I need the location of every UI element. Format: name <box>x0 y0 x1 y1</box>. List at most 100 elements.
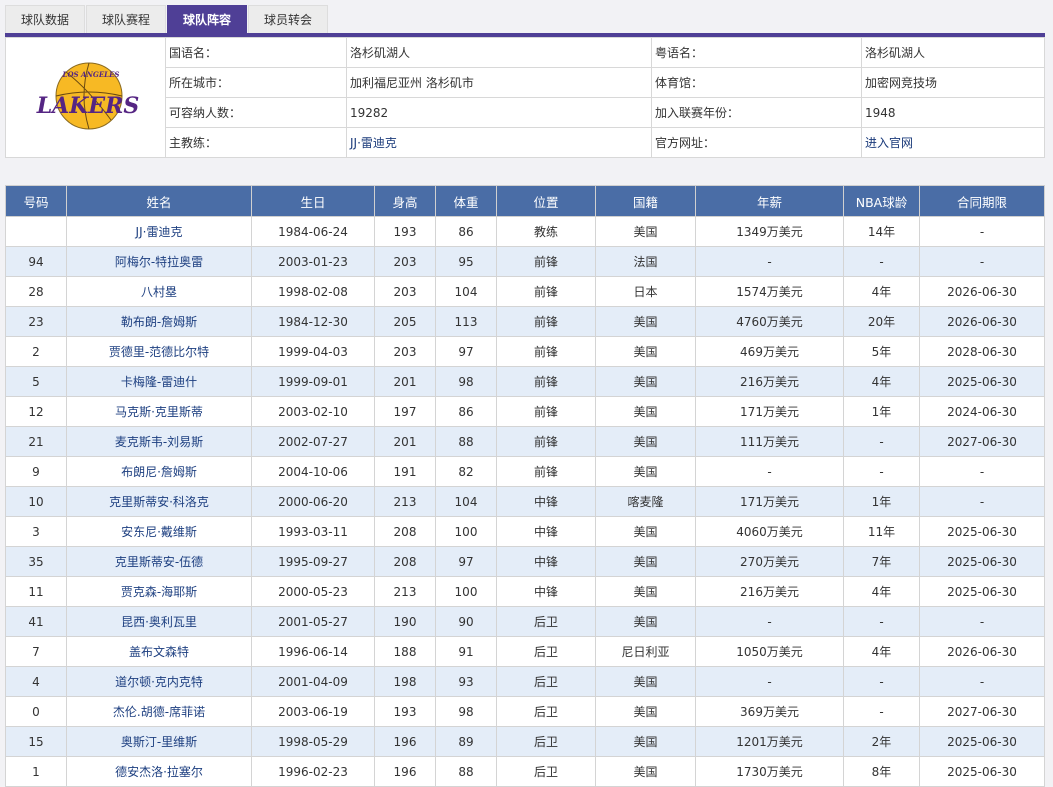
info-value: 洛杉矶湖人 <box>346 37 652 68</box>
info-label: 所在城市： <box>165 67 347 98</box>
tab-0[interactable]: 球队数据 <box>5 5 85 33</box>
header-row: 号码 姓名 生日 身高 体重 位置 国籍 年薪 NBA球龄 合同期限 <box>5 185 1045 217</box>
player-name-link[interactable]: JJ·雷迪克 <box>66 216 252 247</box>
player-name-link[interactable]: 德安杰洛·拉塞尔 <box>66 756 252 787</box>
table-cell: 188 <box>374 636 436 667</box>
table-cell: 88 <box>435 426 497 457</box>
table-row: 12 马克斯·克里斯蒂 2003-02-10 197 86 前锋 美国 171万美元 1年 202… <box>5 396 1045 427</box>
info-row: LOS ANGELES LAKERS 国语名： 洛杉矶湖人 粤语名： 洛杉矶湖人 <box>5 37 1045 158</box>
column-header: 体重 <box>435 185 497 217</box>
table-cell: 1998-05-29 <box>251 726 375 757</box>
table-cell: 2年 <box>843 726 920 757</box>
table-cell: 美国 <box>595 216 696 247</box>
table-cell: 1998-02-08 <box>251 276 375 307</box>
info-value: JJ·雷迪克 <box>346 127 652 158</box>
player-name-link[interactable]: 道尔顿·克内克特 <box>66 666 252 697</box>
table-cell: - <box>843 606 920 637</box>
table-cell: 2026-06-30 <box>919 636 1045 667</box>
table-cell: 2003-01-23 <box>251 246 375 277</box>
tab-underline <box>5 33 1045 37</box>
info-label: 体育馆： <box>651 67 862 98</box>
table-cell: 2025-06-30 <box>919 576 1045 607</box>
table-cell: 3 <box>5 516 67 547</box>
player-name-link[interactable]: 马克斯·克里斯蒂 <box>66 396 252 427</box>
table-cell: 1984-12-30 <box>251 306 375 337</box>
table-row: 5 卡梅隆-雷迪什 1999-09-01 201 98 前锋 美国 216万美元 4年 2025-… <box>5 366 1045 397</box>
table-cell: 美国 <box>595 756 696 787</box>
player-name-link[interactable]: 杰伦.胡德-席菲诺 <box>66 696 252 727</box>
player-name-link[interactable]: 八村塁 <box>66 276 252 307</box>
table-cell: 教练 <box>496 216 596 247</box>
table-cell: 100 <box>435 516 497 547</box>
team-info-table: LOS ANGELES LAKERS 国语名： 洛杉矶湖人 粤语名： 洛杉矶湖人 所在城市：… <box>5 37 1045 158</box>
tab-3[interactable]: 球员转会 <box>248 5 328 33</box>
player-name-link[interactable]: 克里斯蒂安-伍德 <box>66 546 252 577</box>
info-value: 加密网竞技场 <box>861 67 1045 98</box>
table-cell: 198 <box>374 666 436 697</box>
table-cell: 2025-06-30 <box>919 546 1045 577</box>
table-row: 28 八村塁 1998-02-08 203 104 前锋 日本 1574万美元 4年 2026-0… <box>5 276 1045 307</box>
tab-2[interactable]: 球队阵容 <box>167 5 247 33</box>
table-cell: 2025-06-30 <box>919 366 1045 397</box>
info-value: 加利福尼亚州 洛杉矶市 <box>346 67 652 98</box>
official-site-link[interactable]: 进入官网 <box>865 136 914 150</box>
player-name-link[interactable]: 贾克森-海耶斯 <box>66 576 252 607</box>
table-cell: - <box>919 666 1045 697</box>
tab-1[interactable]: 球队赛程 <box>86 5 166 33</box>
info-row: 可容纳人数： 19282 加入联赛年份： 1948 <box>6 97 1045 128</box>
table-row: 2 贾德里-范德比尔特 1999-04-03 203 97 前锋 美国 469万美元 5年 202… <box>5 336 1045 367</box>
player-name-link[interactable]: 奥斯汀-里维斯 <box>66 726 252 757</box>
player-name-link[interactable]: 昆西·奥利瓦里 <box>66 606 252 637</box>
table-cell: 93 <box>435 666 497 697</box>
table-cell: 后卫 <box>496 666 596 697</box>
info-value: 19282 <box>346 97 652 128</box>
table-cell: 89 <box>435 726 497 757</box>
column-header: 生日 <box>251 185 375 217</box>
table-cell: 203 <box>374 276 436 307</box>
table-cell: 201 <box>374 366 436 397</box>
player-name-link[interactable]: 阿梅尔-特拉奥雷 <box>66 246 252 277</box>
table-cell: 2025-06-30 <box>919 756 1045 787</box>
table-cell: 1年 <box>843 396 920 427</box>
table-cell: 196 <box>374 726 436 757</box>
table-cell: 111万美元 <box>695 426 844 457</box>
table-cell: 4 <box>5 666 67 697</box>
table-cell: 喀麦隆 <box>595 486 696 517</box>
table-cell: 后卫 <box>496 696 596 727</box>
table-cell: 208 <box>374 516 436 547</box>
lakers-logo-icon: LOS ANGELES LAKERS <box>35 62 139 130</box>
table-cell: 尼日利亚 <box>595 636 696 667</box>
table-cell: - <box>919 606 1045 637</box>
table-cell: 171万美元 <box>695 396 844 427</box>
table-row: 11 贾克森-海耶斯 2000-05-23 213 100 中锋 美国 216万美元 4年 202… <box>5 576 1045 607</box>
table-cell: 2026-06-30 <box>919 306 1045 337</box>
player-name-link[interactable]: 克里斯蒂安·科洛克 <box>66 486 252 517</box>
head-coach-link[interactable]: JJ·雷迪克 <box>350 136 397 150</box>
table-cell: 4年 <box>843 366 920 397</box>
table-cell: 前锋 <box>496 306 596 337</box>
table-cell: - <box>919 456 1045 487</box>
table-cell: 1050万美元 <box>695 636 844 667</box>
player-name-link[interactable]: 勒布朗-詹姆斯 <box>66 306 252 337</box>
table-cell: 2003-06-19 <box>251 696 375 727</box>
table-cell: 191 <box>374 456 436 487</box>
table-cell: - <box>695 456 844 487</box>
player-name-link[interactable]: 布朗尼·詹姆斯 <box>66 456 252 487</box>
table-row: 21 麦克斯韦-刘易斯 2002-07-27 201 88 前锋 美国 111万美元 -2027… <box>5 426 1045 457</box>
table-cell: 1993-03-11 <box>251 516 375 547</box>
player-name-link[interactable]: 安东尼·戴维斯 <box>66 516 252 547</box>
player-name-link[interactable]: 贾德里-范德比尔特 <box>66 336 252 367</box>
table-cell: 86 <box>435 216 497 247</box>
player-name-link[interactable]: 盖布文森特 <box>66 636 252 667</box>
player-name-link[interactable]: 麦克斯韦-刘易斯 <box>66 426 252 457</box>
table-cell: 469万美元 <box>695 336 844 367</box>
info-row: 所在城市： 加利福尼亚州 洛杉矶市 体育馆： 加密网竞技场 <box>6 67 1045 98</box>
table-cell: - <box>695 666 844 697</box>
table-cell: 216万美元 <box>695 366 844 397</box>
tab-bar: 球队数据 球队赛程 球队阵容 球员转会 <box>5 5 329 33</box>
table-cell: 美国 <box>595 336 696 367</box>
table-cell: 8年 <box>843 756 920 787</box>
player-name-link[interactable]: 卡梅隆-雷迪什 <box>66 366 252 397</box>
table-cell: - <box>919 486 1045 517</box>
table-cell: 中锋 <box>496 546 596 577</box>
